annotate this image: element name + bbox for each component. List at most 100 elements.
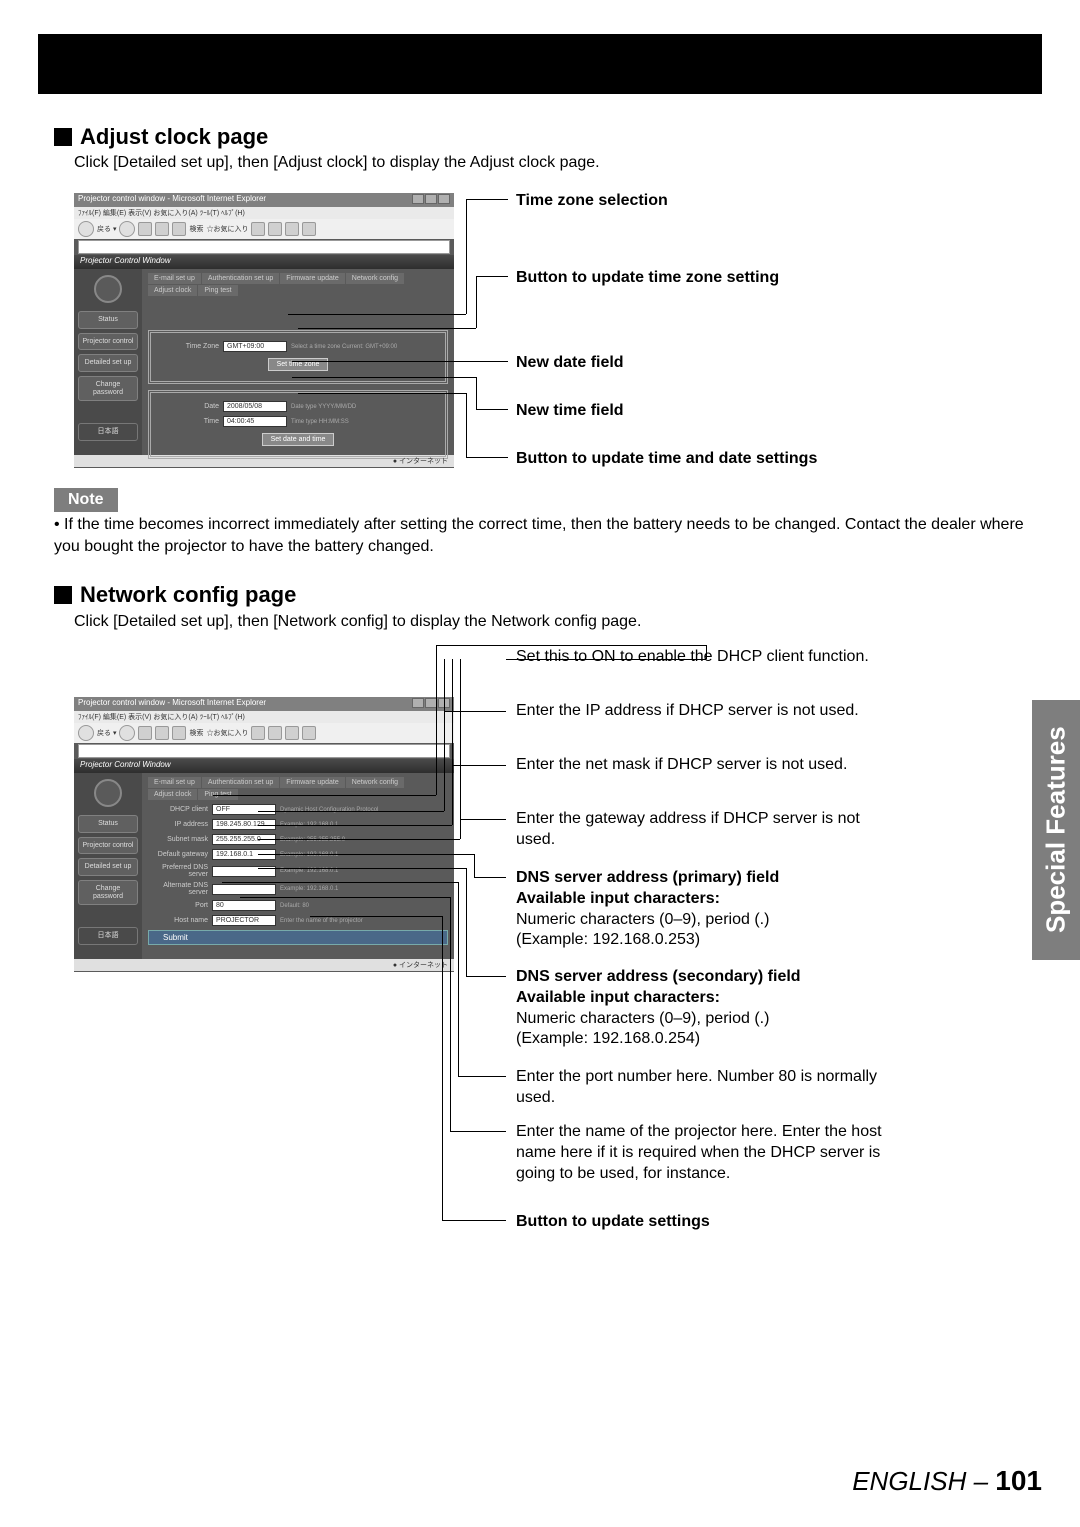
- mock-tabs: E-mail set up Authentication set up Firm…: [148, 777, 448, 800]
- sidebar-japanese: 日本語: [78, 927, 138, 945]
- date-input: 2008/05/08: [223, 401, 287, 412]
- network-row: Preferred DNS serverExample: 192.168.0.1: [148, 864, 448, 878]
- footer-lang: ENGLISH: [852, 1466, 966, 1496]
- callout-line: [442, 916, 443, 1220]
- callout-line: [466, 393, 467, 457]
- callout-line: [298, 393, 466, 394]
- mock-header: Projector Control Window: [74, 255, 454, 269]
- tab-adjust-clock: Adjust clock: [148, 789, 197, 800]
- mock-body: Status Projector control Detailed set up…: [74, 269, 454, 455]
- sidebar-japanese: 日本語: [78, 423, 138, 441]
- section1-title-text: Adjust clock page: [80, 124, 268, 150]
- tz-label: Time Zone: [159, 343, 219, 350]
- side-tab-special-features: Special Features: [1032, 700, 1080, 960]
- callout-line: [474, 877, 506, 878]
- callout-line: [476, 276, 477, 328]
- mock-tabs: E-mail set up Authentication set up Firm…: [148, 273, 448, 296]
- mock-window-buttons: [412, 194, 450, 206]
- sidebar-detailed-setup: Detailed set up: [78, 354, 138, 372]
- mock-toolbar: 戻る ▾ 検索☆お気に入り: [74, 723, 454, 743]
- callout-time-field: New time field: [516, 401, 624, 422]
- network-row: DHCP clientOFFDynamic Host Configuration…: [148, 804, 448, 815]
- screenshot-network-config: Projector control window - Microsoft Int…: [74, 697, 454, 972]
- date-label: Date: [159, 403, 219, 410]
- callout-line: [258, 868, 466, 869]
- tab-email: E-mail set up: [148, 777, 201, 788]
- callout-line: [292, 361, 508, 362]
- callout-line: [476, 377, 477, 409]
- callout-line: [466, 199, 467, 314]
- date-hint: Date type YYYY/MM/DD: [291, 404, 437, 410]
- callout-dt-button: Button to update time and date settings: [516, 449, 817, 470]
- callout-line: [436, 645, 437, 795]
- page-footer: ENGLISH – 101: [852, 1465, 1042, 1497]
- mock-logo-icon: [94, 779, 122, 807]
- callout-date-field: New date field: [516, 353, 624, 374]
- callout-line: [258, 839, 460, 840]
- mock-menubar: ﾌｧｲﾙ(F) 編集(E) 表示(V) お気に入り(A) ﾂｰﾙ(T) ﾍﾙﾌﾟ…: [74, 711, 454, 723]
- callout-line: [240, 897, 450, 898]
- callout-line: [450, 897, 451, 1131]
- mock-logo-icon: [94, 275, 122, 303]
- section2-body: Click [Detailed set up], then [Network c…: [74, 611, 641, 633]
- network-row: Port80Default: 80: [148, 900, 448, 911]
- time-label: Time: [159, 418, 219, 425]
- callout-line: [466, 457, 508, 458]
- square-bullet-icon: [54, 128, 72, 146]
- tab-network: Network config: [346, 777, 404, 788]
- tab-firmware: Firmware update: [280, 777, 345, 788]
- callout-line: [258, 854, 474, 855]
- callout-line: [450, 1131, 506, 1132]
- callout-tz-selection: Time zone selection: [516, 191, 668, 212]
- callout-line: [460, 819, 506, 820]
- callout-line: [466, 199, 508, 200]
- callout-submit: Button to update settings: [516, 1212, 710, 1233]
- header-black-bar: [38, 34, 1042, 94]
- tz-hint: Select a time zone Current: GMT+09:00: [291, 344, 437, 350]
- page-number: 101: [995, 1465, 1042, 1496]
- callout-line: [442, 1220, 506, 1221]
- time-input: 04:00:45: [223, 416, 287, 427]
- section2-title: Network config page: [54, 582, 296, 608]
- sidebar-projector-control: Projector control: [78, 333, 138, 351]
- tab-auth: Authentication set up: [202, 777, 279, 788]
- section1-body: Click [Detailed set up], then [Adjust cl…: [74, 152, 600, 174]
- sidebar-projector-control: Projector control: [78, 837, 138, 855]
- mock-titlebar: Projector control window - Microsoft Int…: [74, 193, 454, 207]
- callout-line: [476, 276, 508, 277]
- tab-network: Network config: [346, 273, 404, 284]
- section1-title: Adjust clock page: [54, 124, 268, 150]
- callout-line: [476, 409, 508, 410]
- sidebar-status: Status: [78, 815, 138, 833]
- screenshot-adjust-clock: Projector control window - Microsoft Int…: [74, 193, 454, 468]
- callout-line: [436, 645, 706, 646]
- network-row: Alternate DNS serverExample: 192.168.0.1: [148, 882, 448, 896]
- set-dt-button: Set date and time: [262, 433, 335, 446]
- callout-line: [222, 882, 458, 883]
- section2-title-text: Network config page: [80, 582, 296, 608]
- mock-toolbar: 戻る ▾ 検索☆お気に入り: [74, 219, 454, 239]
- callout-dns-primary: DNS server address (primary) field Avail…: [516, 868, 888, 951]
- tab-ping: Ping test: [198, 285, 237, 296]
- callout-line: [298, 328, 476, 329]
- callout-gateway: Enter the gateway address if DHCP server…: [516, 809, 888, 851]
- mock-titlebar: Projector control window - Microsoft Int…: [74, 697, 454, 711]
- mock-sidebar: Status Projector control Detailed set up…: [74, 773, 142, 959]
- mock-header: Projector Control Window: [74, 759, 454, 773]
- mock-main: E-mail set up Authentication set up Firm…: [142, 269, 454, 455]
- submit-button: Submit: [148, 930, 448, 945]
- square-bullet-icon: [54, 586, 72, 604]
- callout-line: [258, 825, 452, 826]
- callout-line: [458, 882, 459, 1076]
- callout-line: [460, 659, 461, 839]
- sidebar-change-password: Change password: [78, 376, 138, 401]
- callout-netmask: Enter the net mask if DHCP server is not…: [516, 755, 888, 776]
- sidebar-change-password: Change password: [78, 880, 138, 905]
- mock-address-bar: [78, 744, 450, 758]
- callout-line: [213, 795, 436, 796]
- callout-line: [444, 711, 506, 712]
- mock-title-text: Projector control window - Microsoft Int…: [78, 698, 266, 710]
- mock-title-text: Projector control window - Microsoft Int…: [78, 194, 266, 206]
- callout-line: [474, 854, 475, 877]
- set-tz-button: Set time zone: [268, 358, 329, 371]
